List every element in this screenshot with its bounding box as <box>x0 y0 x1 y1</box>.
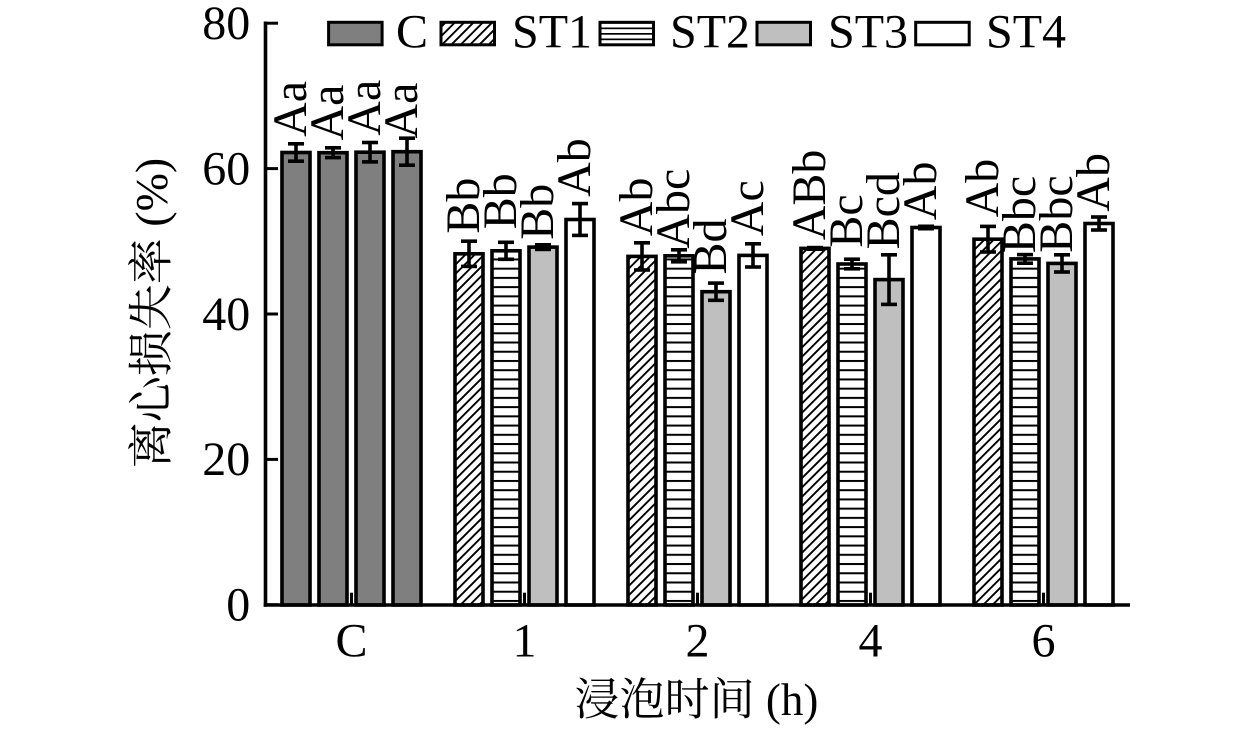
svg-text:Abc: Abc <box>647 169 700 249</box>
svg-text:Aa: Aa <box>338 80 391 136</box>
svg-text:Ac: Ac <box>721 180 774 236</box>
svg-text:60: 60 <box>202 142 250 195</box>
svg-text:Ab: Ab <box>1067 153 1120 212</box>
svg-text:0: 0 <box>226 579 250 632</box>
svg-text:C: C <box>335 615 367 668</box>
svg-text:Bc: Bc <box>820 194 873 247</box>
svg-text:(h): (h) <box>755 675 819 725</box>
svg-text:20: 20 <box>202 433 250 486</box>
svg-text:Aa: Aa <box>301 85 354 141</box>
svg-text:Ab: Ab <box>956 159 1009 218</box>
svg-text:6: 6 <box>1032 615 1056 668</box>
svg-text:C: C <box>396 6 428 59</box>
svg-text:80: 80 <box>202 0 250 50</box>
svg-text:4: 4 <box>859 615 883 668</box>
svg-text:(%): (%) <box>126 158 177 238</box>
svg-text:ST4: ST4 <box>986 6 1066 59</box>
svg-text:1: 1 <box>513 615 537 668</box>
svg-text:Ab: Ab <box>548 138 601 197</box>
svg-text:Bbc: Bbc <box>1030 175 1083 252</box>
svg-text:ST1: ST1 <box>512 6 592 59</box>
svg-text:Ab: Ab <box>894 162 947 221</box>
svg-text:ST3: ST3 <box>828 6 908 59</box>
svg-text:Bb: Bb <box>474 173 527 229</box>
svg-text:Bcd: Bcd <box>857 172 910 249</box>
svg-text:Bb: Bb <box>511 184 564 240</box>
svg-text:Aa: Aa <box>375 83 428 139</box>
svg-text:40: 40 <box>202 288 250 341</box>
svg-text:Bb: Bb <box>437 178 490 234</box>
svg-text:Bd: Bd <box>684 218 737 274</box>
svg-text:ABb: ABb <box>783 150 836 241</box>
svg-text:Aa: Aa <box>264 81 317 137</box>
svg-text:Ab: Ab <box>610 178 663 237</box>
svg-text:Bbc: Bbc <box>993 176 1046 253</box>
svg-text:ST2: ST2 <box>670 6 750 59</box>
svg-text:2: 2 <box>686 615 710 668</box>
